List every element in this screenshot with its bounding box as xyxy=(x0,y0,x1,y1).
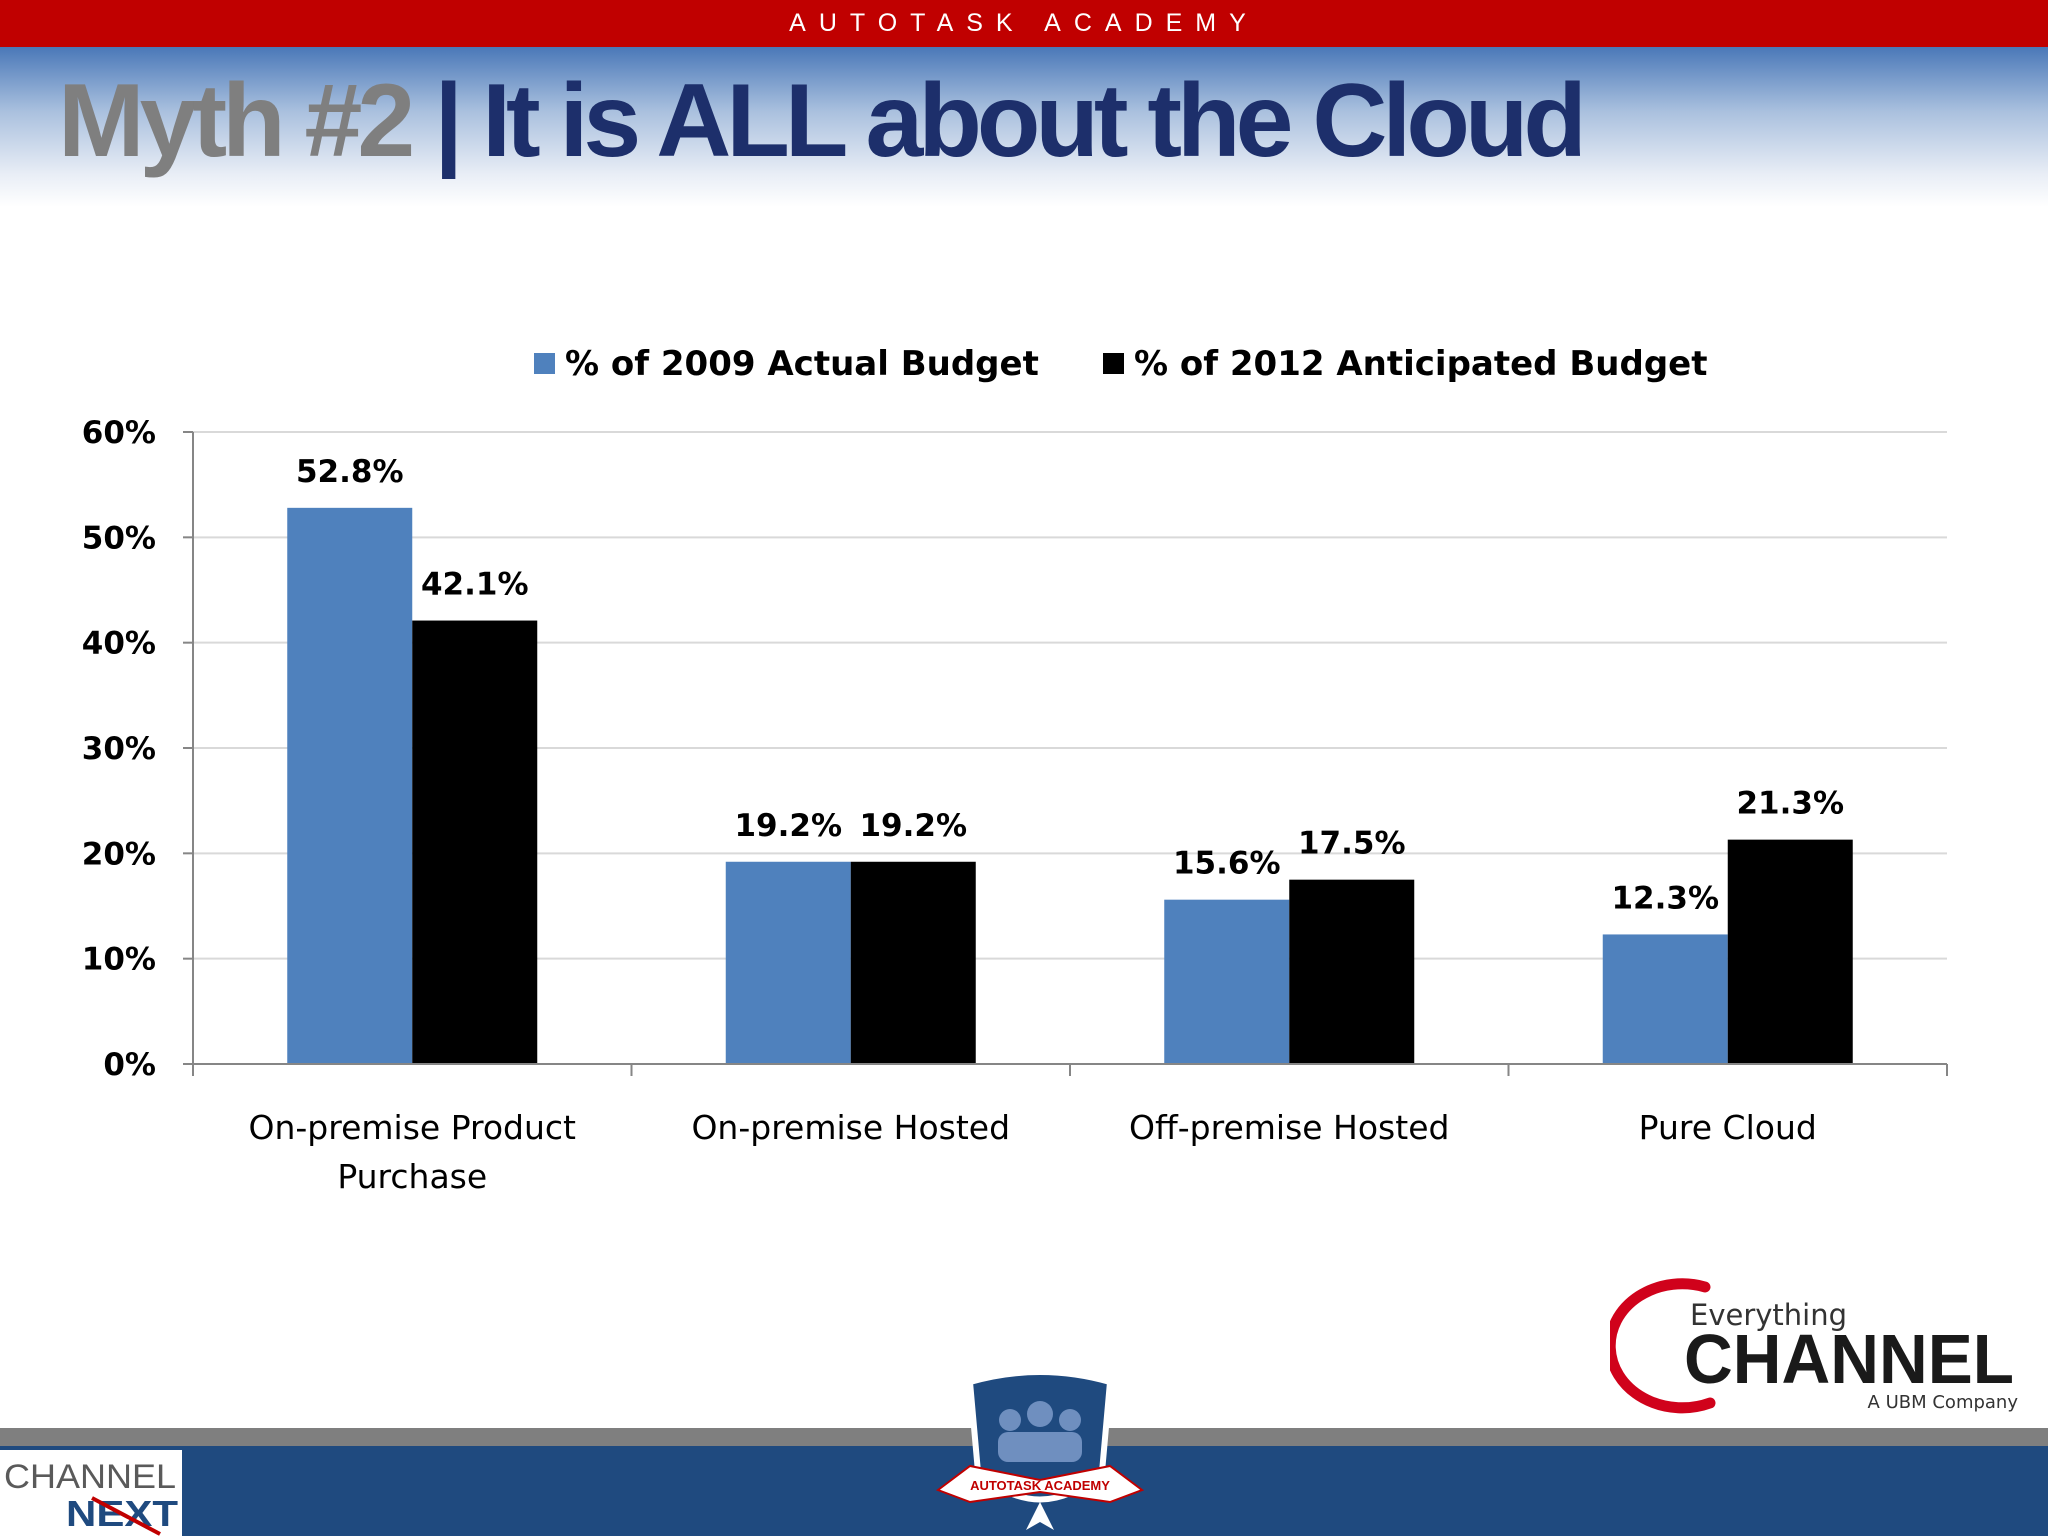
chart-axes xyxy=(183,431,1948,1076)
x-category-label: On-premise Product xyxy=(249,1108,577,1147)
channel-next-logo: CHANNEL NEXT xyxy=(0,1450,182,1536)
y-tick-label: 40% xyxy=(82,626,156,662)
logo-everything-text: Everything xyxy=(1690,1298,1847,1332)
slide-title: Myth #2 | It is ALL about the Cloud xyxy=(58,56,1587,186)
logo-channel-text: CHANNEL xyxy=(1684,1320,2014,1398)
bar-series2 xyxy=(412,620,538,1064)
bar-series2 xyxy=(1727,839,1853,1064)
everything-channel-logo: Everything CHANNEL A UBM Company xyxy=(1610,1278,2019,1414)
legend-swatch-series1 xyxy=(534,353,555,374)
bar-series1 xyxy=(1602,934,1728,1064)
x-category-label: Off-premise Hosted xyxy=(1129,1108,1449,1147)
badge-ribbon-text: AUTOTASK ACADEMY xyxy=(970,1478,1110,1493)
data-label: 42.1% xyxy=(421,567,529,603)
bar-series2 xyxy=(1289,879,1415,1064)
title-statement: It is ALL about the Cloud xyxy=(482,63,1587,179)
title-separator: | xyxy=(410,63,483,179)
channel-next-top: CHANNEL xyxy=(4,1458,176,1496)
data-label: 52.8% xyxy=(296,454,404,490)
bar-series1 xyxy=(1164,899,1290,1064)
chart-bars xyxy=(287,507,1853,1065)
data-label: 17.5% xyxy=(1298,826,1406,862)
y-tick-label: 60% xyxy=(82,415,156,451)
data-label: 15.6% xyxy=(1173,846,1281,882)
data-label: 12.3% xyxy=(1611,880,1719,916)
autotask-academy-badge: AUTOTASK ACADEMY xyxy=(935,1369,1145,1530)
chart-labels: 0% 10% 20% 30% 40% 50% 60% 52.8% 42.1% On-premise… xyxy=(82,415,1844,1196)
x-category-label: Pure Cloud xyxy=(1639,1108,1817,1147)
budget-bar-chart: % of 2009 Actual Budget % of 2012 Anticip… xyxy=(82,344,1948,1196)
legend-swatch-series2 xyxy=(1103,353,1124,374)
y-tick-label: 0% xyxy=(103,1047,156,1083)
data-label: 19.2% xyxy=(859,808,967,844)
data-label: 19.2% xyxy=(734,808,842,844)
legend-label-series1: % of 2009 Actual Budget xyxy=(565,344,1039,384)
x-category-label: On-premise Hosted xyxy=(691,1108,1010,1147)
bar-series1 xyxy=(287,507,413,1065)
bar-series2 xyxy=(850,861,976,1064)
x-category-label: Purchase xyxy=(337,1157,487,1196)
title-myth-number: Myth #2 xyxy=(58,63,415,179)
logo-ubm-text: A UBM Company xyxy=(1868,1392,2019,1413)
y-tick-label: 10% xyxy=(82,942,156,978)
title-band xyxy=(0,47,2048,207)
chart-legend: % of 2009 Actual Budget % of 2012 Anticip… xyxy=(534,344,1707,384)
bar-series1 xyxy=(725,861,851,1064)
data-label: 21.3% xyxy=(1736,786,1844,822)
y-tick-label: 30% xyxy=(82,731,156,767)
y-tick-label: 50% xyxy=(82,520,156,556)
autotask-academy-banner: AUTOTASK ACADEMY xyxy=(0,0,2048,47)
legend-label-series2: % of 2012 Anticipated Budget xyxy=(1134,344,1707,384)
y-tick-label: 20% xyxy=(82,836,156,872)
